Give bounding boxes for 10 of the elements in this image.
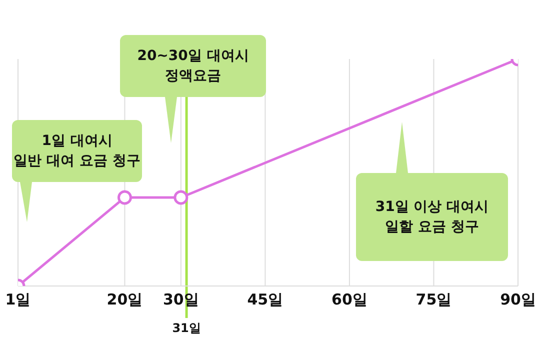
annotation: 1일 대여시 일반 대여 요금 청구 bbox=[12, 120, 142, 182]
annotation: 20~30일 대여시 정액요금 bbox=[120, 35, 266, 97]
x-tick-label: 90일 bbox=[500, 290, 536, 309]
x-tick-label: 20일 bbox=[106, 290, 143, 309]
x-tick-label: 1일 bbox=[5, 290, 31, 309]
ref-line-label: 31일 bbox=[172, 321, 201, 335]
annotation: 31일 이상 대여시 일할 요금 청구 bbox=[356, 173, 508, 261]
x-tick-label: 75일 bbox=[416, 290, 452, 309]
x-tick-label: 60일 bbox=[332, 290, 368, 309]
x-tick-label: 45일 bbox=[247, 290, 284, 309]
